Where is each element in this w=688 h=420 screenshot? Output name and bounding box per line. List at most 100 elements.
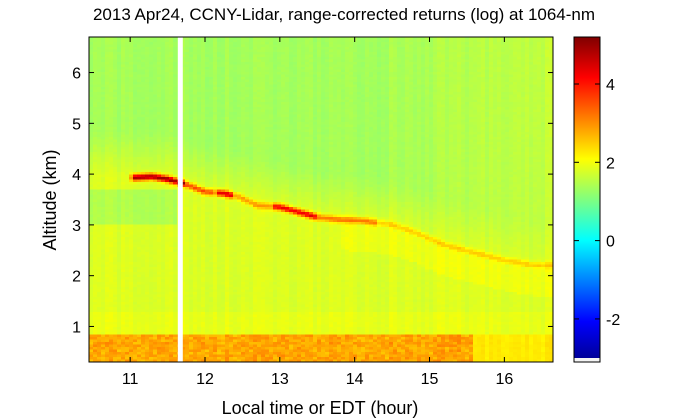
heatmap-cell xyxy=(105,94,110,98)
heatmap-cell xyxy=(121,267,126,271)
heatmap-cell xyxy=(105,329,110,333)
heatmap-cell xyxy=(113,102,118,106)
heatmap-cell xyxy=(125,294,130,298)
heatmap-cell xyxy=(121,139,126,143)
heatmap-cell xyxy=(101,264,106,268)
heatmap-cell xyxy=(109,102,114,106)
heatmap-cell xyxy=(129,287,134,291)
heatmap-cell xyxy=(109,327,114,331)
heatmap-cell xyxy=(101,314,106,318)
heatmap-cell xyxy=(93,314,98,318)
heatmap-cell xyxy=(113,99,118,103)
heatmap-cell xyxy=(113,297,118,301)
heatmap-cell xyxy=(97,212,102,216)
heatmap-cell xyxy=(89,277,94,281)
heatmap-cell xyxy=(109,187,114,191)
heatmap-cell xyxy=(89,314,94,318)
heatmap-cell xyxy=(97,187,102,191)
heatmap-cell xyxy=(97,167,102,171)
heatmap-cell xyxy=(129,157,134,161)
heatmap-cell xyxy=(97,112,102,116)
heatmap-cell xyxy=(109,347,114,351)
heatmap-cell xyxy=(97,74,102,78)
heatmap-cell xyxy=(109,94,114,98)
heatmap-cell xyxy=(93,89,98,93)
heatmap-cell xyxy=(89,212,94,216)
heatmap-cell xyxy=(117,234,122,238)
heatmap-cell xyxy=(109,39,114,43)
heatmap-cell xyxy=(133,162,138,166)
heatmap-cell xyxy=(109,214,114,218)
heatmap-cell xyxy=(97,257,102,261)
heatmap-cell xyxy=(117,347,122,351)
heatmap-cell xyxy=(129,242,134,246)
heatmap-cell xyxy=(109,139,114,143)
heatmap-cell xyxy=(121,259,126,263)
heatmap-cell xyxy=(129,177,134,181)
heatmap-cell xyxy=(89,189,94,193)
heatmap-cell xyxy=(129,162,134,166)
heatmap-cell xyxy=(121,344,126,348)
heatmap-cell xyxy=(109,282,114,286)
heatmap-cell xyxy=(101,47,106,51)
heatmap-cell xyxy=(93,132,98,136)
heatmap-cell xyxy=(113,349,118,353)
heatmap-cell xyxy=(93,147,98,151)
heatmap-cell xyxy=(101,89,106,93)
heatmap-cell xyxy=(97,177,102,181)
heatmap-cell xyxy=(113,337,118,341)
heatmap-cell xyxy=(109,339,114,343)
heatmap-cell xyxy=(129,37,134,41)
heatmap-cell xyxy=(93,224,98,228)
heatmap-cell xyxy=(117,339,122,343)
heatmap-cell xyxy=(121,302,126,306)
heatmap-cell xyxy=(133,72,138,76)
heatmap-cell xyxy=(109,144,114,148)
heatmap-cell xyxy=(89,302,94,306)
heatmap-cell xyxy=(89,242,94,246)
heatmap-cell xyxy=(93,127,98,131)
heatmap-cell xyxy=(97,222,102,226)
heatmap-cell xyxy=(105,99,110,103)
heatmap-cell xyxy=(129,119,134,123)
heatmap-cell xyxy=(101,297,106,301)
heatmap-cell xyxy=(121,54,126,58)
heatmap-cell xyxy=(125,44,130,48)
heatmap-cell xyxy=(121,314,126,318)
heatmap-cell xyxy=(117,122,122,126)
heatmap-cell xyxy=(105,317,110,321)
heatmap-cell xyxy=(117,349,122,353)
heatmap-cell xyxy=(97,242,102,246)
heatmap-cell xyxy=(129,197,134,201)
heatmap-cell xyxy=(113,277,118,281)
heatmap-cell xyxy=(117,334,122,338)
heatmap-cell xyxy=(97,79,102,83)
heatmap-cell xyxy=(133,79,138,83)
heatmap-cell xyxy=(121,277,126,281)
heatmap-cell xyxy=(125,37,130,41)
heatmap-cell xyxy=(125,122,130,126)
heatmap-cell xyxy=(93,189,98,193)
heatmap-cell xyxy=(93,327,98,331)
heatmap-cell xyxy=(93,257,98,261)
heatmap-cell xyxy=(113,92,118,96)
heatmap-cell xyxy=(89,194,94,198)
heatmap-cell xyxy=(133,102,138,106)
heatmap-cell xyxy=(125,354,130,358)
heatmap-cell xyxy=(93,269,98,273)
heatmap-cell xyxy=(133,197,138,201)
heatmap-cell xyxy=(89,114,94,118)
heatmap-cell xyxy=(117,114,122,118)
heatmap-cell xyxy=(129,184,134,188)
heatmap-cell xyxy=(129,269,134,273)
heatmap-cell xyxy=(113,114,118,118)
heatmap-cell xyxy=(93,49,98,53)
heatmap-cell xyxy=(105,82,110,86)
heatmap-cell xyxy=(101,137,106,141)
heatmap-cell xyxy=(93,94,98,98)
heatmap-cell xyxy=(121,359,126,362)
heatmap-cell xyxy=(93,259,98,263)
heatmap-cell xyxy=(129,304,134,308)
heatmap-cell xyxy=(125,159,130,163)
heatmap-cell xyxy=(129,207,134,211)
